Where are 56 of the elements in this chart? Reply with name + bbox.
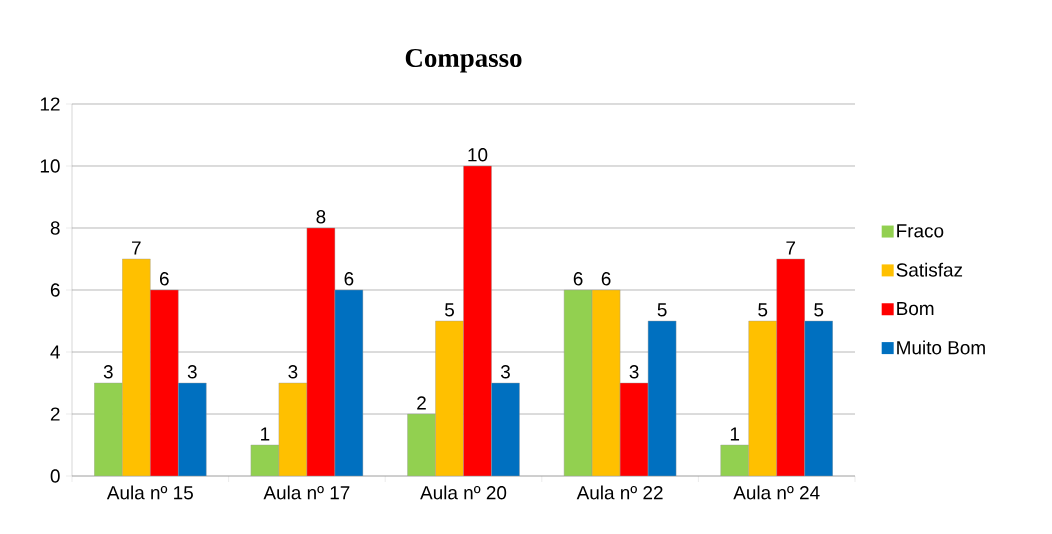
y-tick-label: 12 bbox=[40, 97, 60, 111]
bar bbox=[491, 383, 520, 476]
data-label: 3 bbox=[629, 365, 639, 379]
data-label: 6 bbox=[601, 272, 611, 286]
y-tick-label: 8 bbox=[50, 221, 60, 235]
bar bbox=[178, 383, 207, 476]
bar bbox=[94, 383, 123, 476]
x-tick-label: Aula nº 22 bbox=[576, 485, 663, 500]
legend-label: Muito Bom bbox=[897, 340, 985, 355]
bar bbox=[150, 290, 179, 476]
y-tick-label: 6 bbox=[50, 283, 60, 297]
data-label: 1 bbox=[730, 427, 740, 441]
y-tick-label: 10 bbox=[40, 159, 60, 173]
y-tick-label: 4 bbox=[50, 345, 60, 359]
x-tick-label: Aula nº 15 bbox=[106, 485, 193, 500]
data-label: 2 bbox=[417, 396, 426, 410]
x-tick-label: Aula nº 20 bbox=[420, 485, 507, 500]
data-label: 3 bbox=[288, 365, 298, 379]
bar bbox=[620, 383, 649, 476]
bar bbox=[407, 414, 436, 476]
bar bbox=[306, 228, 335, 476]
x-tick-label: Aula nº 17 bbox=[263, 485, 350, 500]
bar bbox=[564, 290, 593, 476]
data-label: 3 bbox=[500, 365, 510, 379]
bar bbox=[278, 383, 307, 476]
bar bbox=[804, 320, 833, 476]
data-label: 7 bbox=[786, 241, 796, 255]
bar bbox=[776, 258, 805, 476]
bar bbox=[748, 320, 777, 476]
data-label: 3 bbox=[187, 365, 197, 379]
x-tick-label: Aula nº 24 bbox=[733, 485, 820, 500]
y-tick-label: 2 bbox=[50, 407, 60, 421]
bar bbox=[720, 444, 749, 476]
bar bbox=[463, 166, 492, 476]
bar bbox=[122, 259, 151, 476]
data-label: 6 bbox=[159, 272, 169, 286]
data-label: 10 bbox=[468, 148, 488, 162]
legend-label: Bom bbox=[897, 302, 934, 316]
data-label: 5 bbox=[814, 303, 824, 317]
data-label: 5 bbox=[444, 303, 454, 317]
bar bbox=[648, 321, 677, 476]
data-label: 3 bbox=[103, 365, 113, 379]
data-label: 6 bbox=[344, 272, 354, 286]
data-label: 7 bbox=[132, 241, 141, 255]
data-label: 6 bbox=[573, 272, 583, 286]
chart-title: Compasso bbox=[405, 48, 522, 73]
legend-label: Satisfaz bbox=[896, 262, 963, 277]
data-label: 5 bbox=[758, 303, 768, 317]
y-tick-label: 0 bbox=[50, 469, 60, 483]
data-label: 1 bbox=[261, 427, 270, 441]
bar bbox=[334, 290, 363, 476]
bar bbox=[592, 290, 621, 476]
bar bbox=[435, 321, 464, 476]
data-label: 8 bbox=[316, 210, 326, 224]
data-label: 5 bbox=[657, 303, 667, 317]
legend-label: Fraco bbox=[897, 224, 944, 238]
